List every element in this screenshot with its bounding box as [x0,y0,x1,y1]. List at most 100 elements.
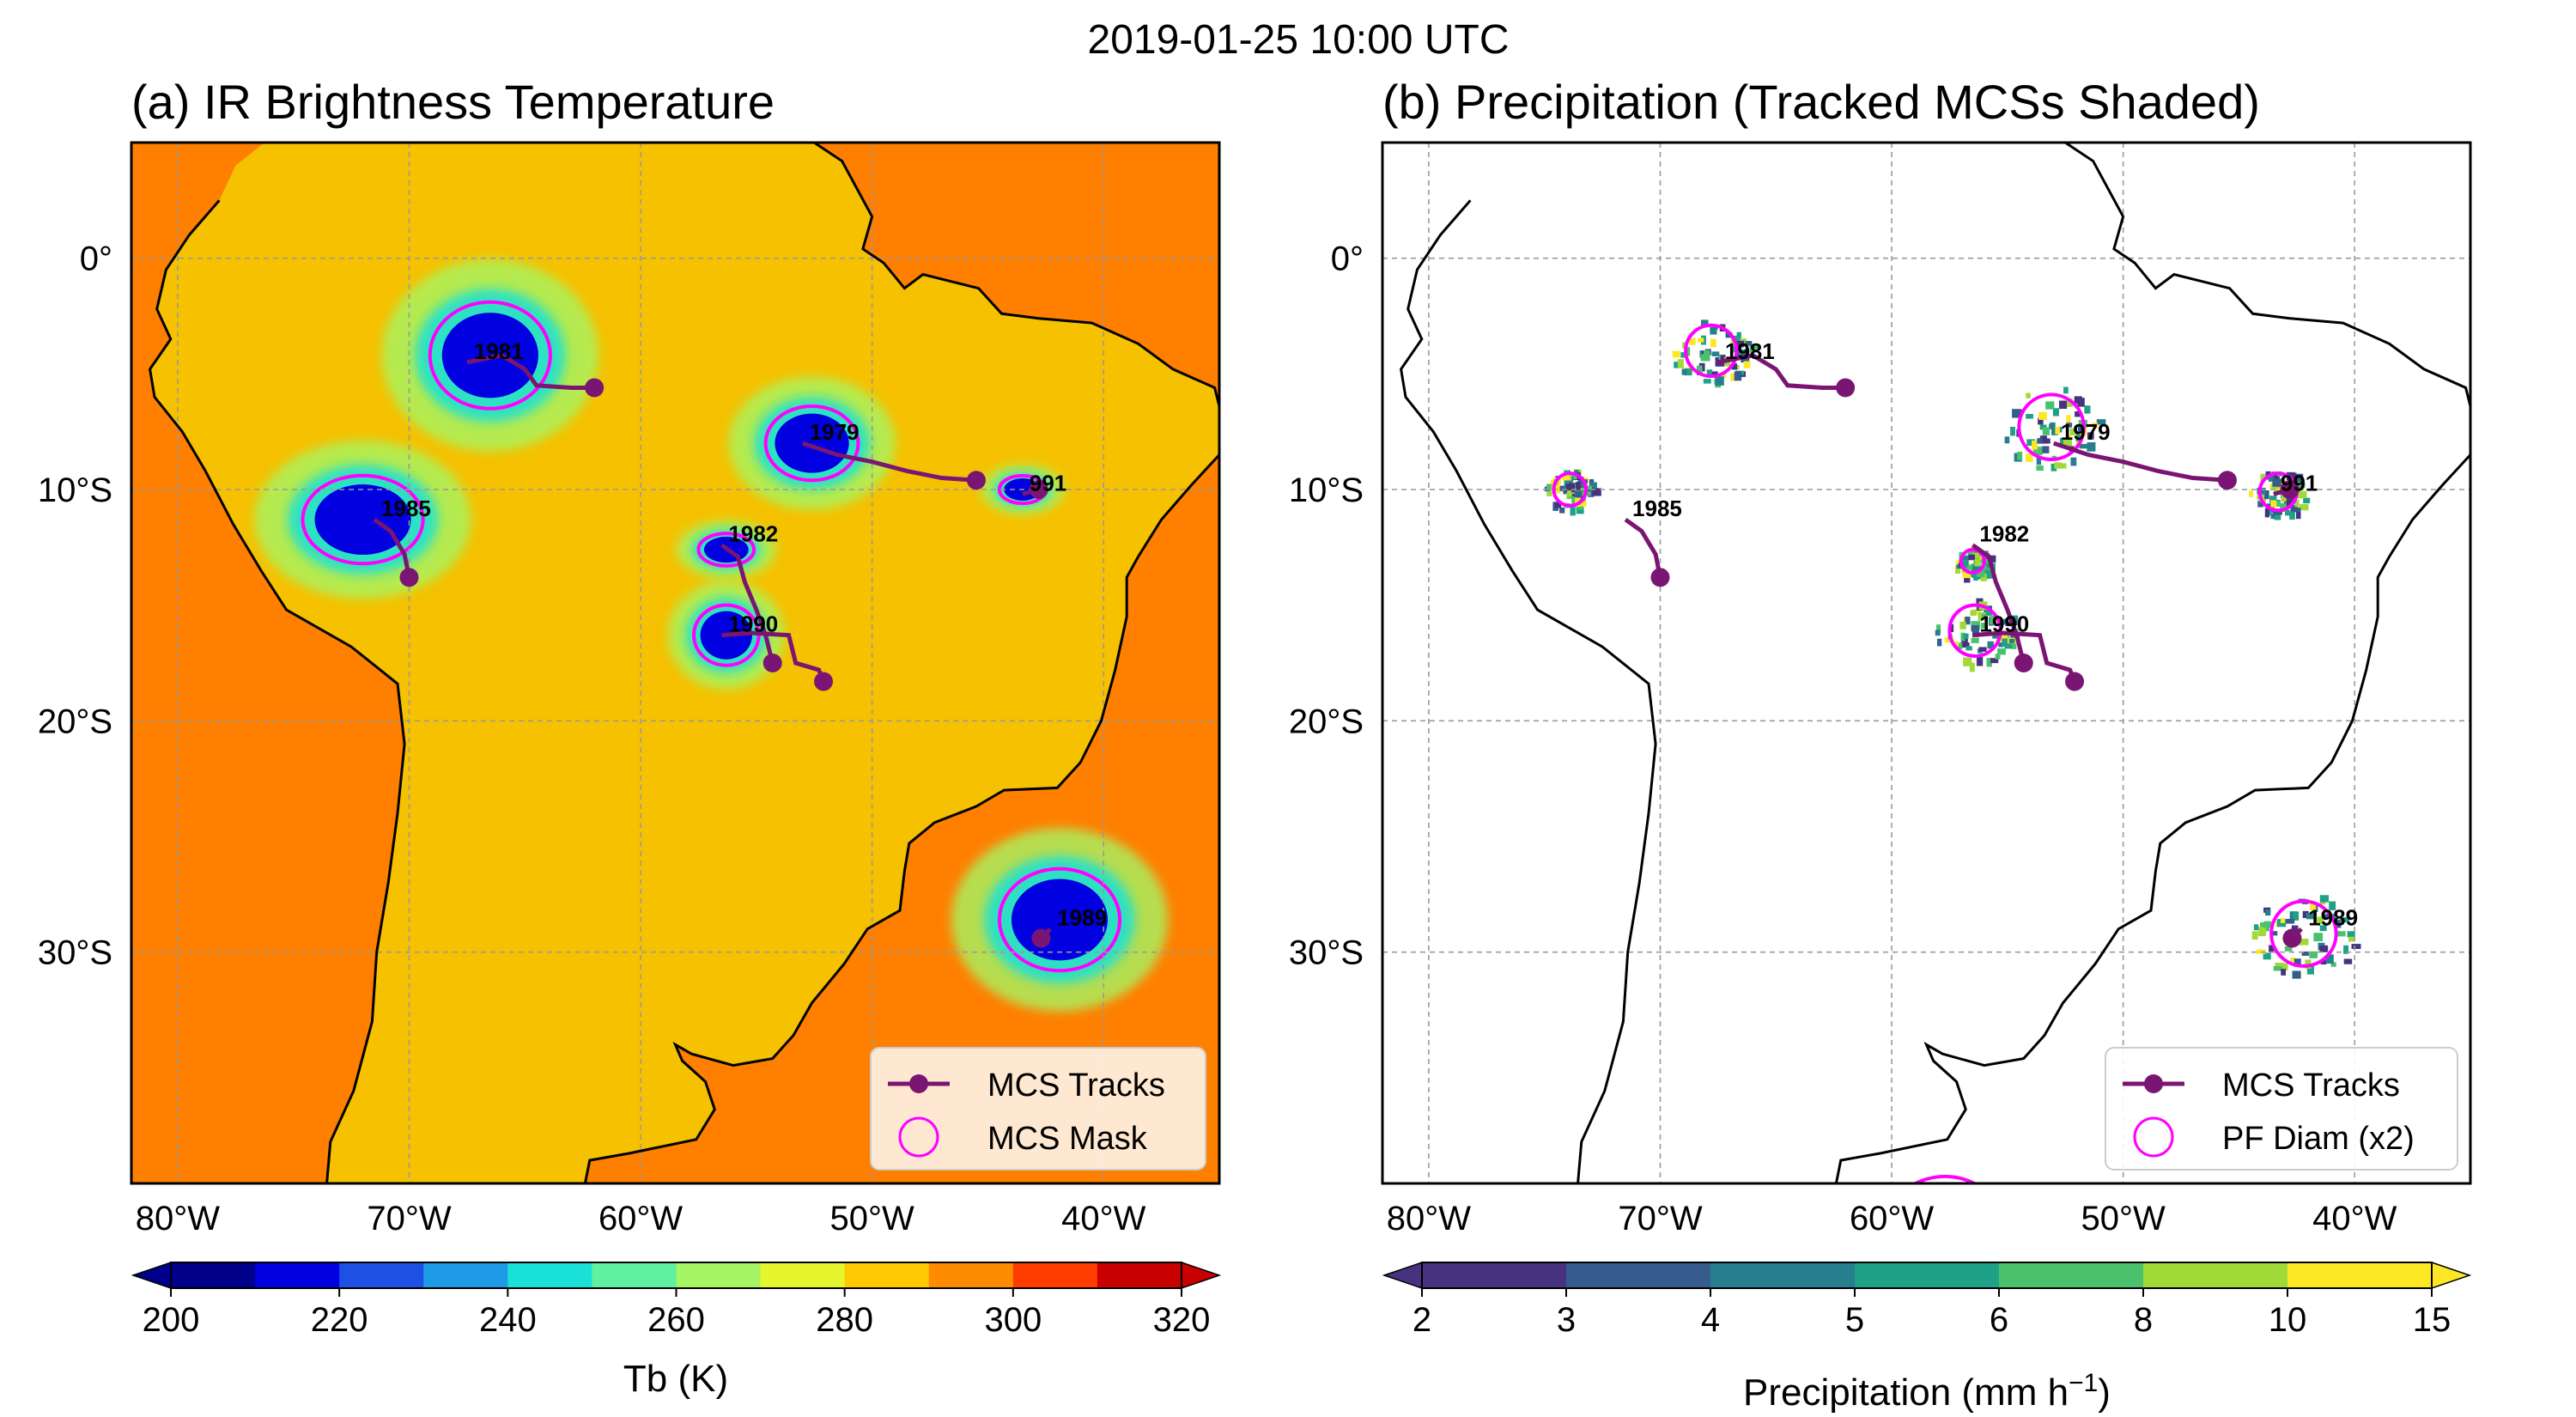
precip-cell [2067,398,2073,407]
colorbar-bin [1097,1262,1182,1288]
precip-cell [1689,338,1696,345]
precip-cell [2084,405,2091,414]
precip-cell [2280,918,2286,923]
colorbar-bin [339,1262,424,1288]
precip-cell [1972,566,1981,574]
precip-cell [2302,910,2309,918]
mcs-track-end-marker [2280,480,2300,499]
precip-cell [1735,340,1745,348]
precip-cell [2038,411,2047,420]
colorbar-tick-label: 280 [816,1301,873,1339]
panel-b-colorbar-label: Precipitation (mm h−1) [1743,1369,2111,1414]
pf-circle-1989 [2269,899,2338,968]
precip-cell [1992,634,2002,639]
precip-cell [2272,478,2281,487]
precip-cell [1715,376,1724,386]
colorbar-tick-label: 240 [479,1301,537,1339]
precip-cell [2263,921,2272,928]
colorbar-tick-label: 200 [143,1301,200,1339]
precip-cell [2309,951,2318,958]
precip-cell [1960,632,1965,642]
precip-cell [2042,427,2050,435]
precip-cell [1577,505,1583,510]
precip-cell [2303,497,2311,504]
precip-cell [2058,463,2067,469]
precip-cell [2087,442,2096,452]
colorbar-tick-label: 4 [1701,1301,1720,1339]
precip-cell [2257,927,2266,937]
precip-cell [2042,438,2050,444]
precip-cell [1703,350,1710,356]
mcs-track-id-label: 1982 [728,521,778,547]
precip-cell [1990,615,1999,624]
precip-cell [2026,453,2033,462]
precip-cell [2343,945,2349,954]
mcs-mask-1979 [763,404,860,483]
lon-tick-label: 60°W [598,1200,683,1238]
colorbar-bin [1566,1262,1711,1288]
precip-cell [2330,962,2336,967]
precip-cell [2079,443,2088,449]
panel-b-mcs-tracks: 1981 1979 991 1985 1982 1990 1989 [1624,338,2358,948]
precip-cell [1959,560,1968,568]
panel-a-coastline [149,143,1219,1183]
precip-cell [1984,608,1992,616]
legend-mcs-mask-icon [898,1116,939,1158]
precip-cell [1683,368,1692,376]
colorbar-bin [171,1262,256,1288]
mcs-track-id-label: 1989 [1057,905,1107,931]
precip-cell [2294,508,2301,513]
mcs-track-id-label: 1985 [1632,496,1682,521]
colorbar-tick-label: 10 [2269,1301,2307,1339]
precip-cell [2336,931,2346,937]
precip-cell [2005,622,2010,627]
precip-cell [1672,350,1680,358]
mcs-track-end-marker [1029,480,1048,499]
mcs-track-end-marker [1650,568,1670,587]
panel-a-mcs-tracks: 1981 1979 991 1985 1982 1990 1989 [373,338,1107,948]
precip-cell [1565,483,1576,493]
precip-cell [1971,637,1979,643]
precip-cell [1963,633,1969,639]
cold-core [775,413,849,473]
precip-cell [2257,500,2263,508]
lon-tick-label: 70°W [1618,1200,1702,1238]
precip-cell [2012,643,2017,649]
precip-cell [1965,565,1973,570]
panel-a-axis-ticks: 0° 10°S 20°S 30°S 80°W 70°W 60°W 50°W 40°W [38,240,1146,1238]
precip-cell [2092,423,2098,429]
precip-cell [2293,911,2300,921]
panel-b-pf-circles [1552,323,2338,1183]
precip-cell [2294,473,2304,483]
precip-cell [2273,966,2282,971]
precip-cell [2294,499,2300,508]
precip-cell [1935,629,1941,636]
precip-cell [1570,506,1576,516]
precip-cell [2074,396,2082,404]
mcs-track-end-marker [1031,928,1051,948]
panel-a-mcs-mask-outlines [301,300,1122,973]
precip-cell [2336,919,2342,928]
precip-cell [2055,426,2060,435]
precip-cell [1583,485,1592,493]
precip-cell [2066,415,2071,424]
precip-cell [2069,428,2076,435]
lon-tick-label: 80°W [1387,1200,1471,1238]
precip-cell [2281,493,2287,502]
precip-cell [2277,510,2282,515]
legend-mcs-mask: MCS Mask [987,1121,1148,1157]
precip-cell [1559,507,1565,514]
precip-cell [1974,558,1981,567]
mcs-track-1979 [801,441,977,483]
mcs-track-end-marker [2014,654,2033,672]
precip-cell [2000,618,2008,625]
lat-tick-label: 0° [1331,240,1364,278]
precip-cell [2063,386,2069,394]
colorbar-tick-label: 8 [2134,1301,2153,1339]
colorbar-tick-label: 6 [1990,1301,2008,1339]
mcs-track-1979 [2052,441,2228,483]
precip-cell [1698,338,1704,343]
precip-cell [2272,509,2280,517]
precip-cell [1711,351,1720,356]
precip-cell [2348,936,2355,942]
